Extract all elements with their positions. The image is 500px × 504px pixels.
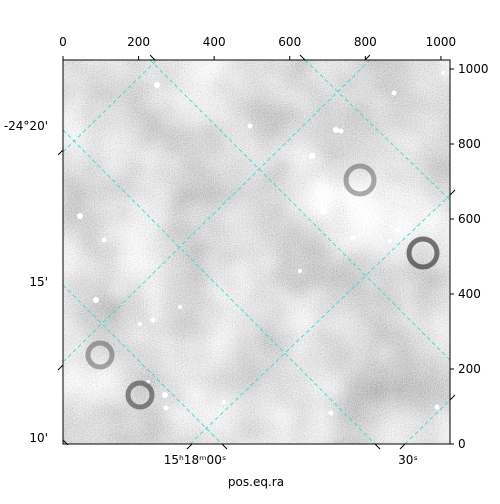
image-noise xyxy=(63,60,450,444)
x-tick-label: 600 xyxy=(278,35,301,49)
frame xyxy=(62,59,451,445)
coordinate-grid xyxy=(63,60,450,444)
y-tick-label: 1000 xyxy=(458,62,489,76)
dec-tick-label: 15' xyxy=(29,275,48,289)
dec-tick-label: 10' xyxy=(29,431,48,445)
y-tick-label: 800 xyxy=(458,137,481,151)
x-tick-label: 800 xyxy=(354,35,377,49)
y-tick-label: 0 xyxy=(458,437,466,451)
dec-tick-label: -24°20' xyxy=(4,119,48,133)
y-tick-label: 400 xyxy=(458,287,481,301)
ra-tick-label: 15ʰ18ᵐ00ˢ xyxy=(164,453,227,467)
sources xyxy=(77,71,445,416)
y-tick-label: 200 xyxy=(458,362,481,376)
x-axis-label: pos.eq.ra xyxy=(228,475,284,489)
x-tick-label: 0 xyxy=(59,35,67,49)
x-tick-label: 200 xyxy=(127,35,150,49)
wcs-ticks xyxy=(57,54,456,450)
y-tick-label: 600 xyxy=(458,212,481,226)
x-tick-label: 1000 xyxy=(426,35,457,49)
x-tick-label: 400 xyxy=(203,35,226,49)
sky-image xyxy=(63,60,450,444)
ra-tick-label: 30ˢ xyxy=(398,453,418,467)
